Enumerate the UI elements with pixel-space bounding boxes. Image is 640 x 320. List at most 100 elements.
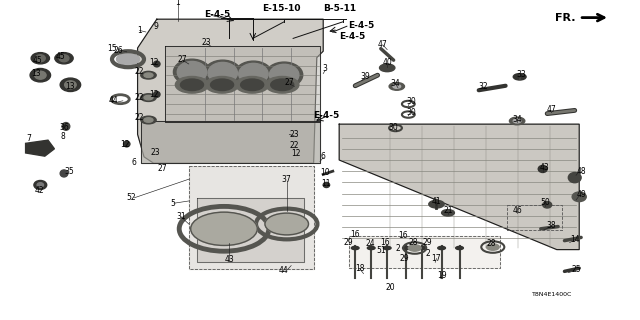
Text: 20: 20: [385, 284, 396, 292]
Circle shape: [442, 210, 454, 216]
Polygon shape: [339, 124, 579, 250]
Text: 38: 38: [547, 221, 557, 230]
Text: 3: 3: [323, 64, 328, 73]
Ellipse shape: [30, 68, 51, 82]
Text: 28: 28: [408, 238, 417, 247]
Text: 2: 2: [425, 249, 430, 258]
Text: 42: 42: [35, 186, 45, 195]
Circle shape: [429, 200, 444, 208]
Text: 43: 43: [539, 163, 549, 172]
Text: 51: 51: [376, 246, 386, 255]
Ellipse shape: [31, 52, 49, 64]
Text: 23: 23: [150, 148, 161, 157]
Circle shape: [211, 79, 234, 91]
Text: 30: 30: [406, 97, 416, 106]
Text: 49: 49: [576, 190, 586, 199]
Circle shape: [141, 116, 156, 124]
Text: 24: 24: [365, 239, 375, 248]
Circle shape: [141, 94, 156, 101]
Ellipse shape: [60, 78, 81, 92]
Text: 12: 12: [120, 140, 129, 148]
Polygon shape: [26, 140, 54, 156]
Text: 44: 44: [109, 96, 119, 105]
Ellipse shape: [538, 165, 547, 172]
Text: 11: 11: [322, 180, 331, 188]
Text: 12: 12: [149, 58, 158, 67]
Text: 10: 10: [320, 168, 330, 177]
Circle shape: [513, 119, 521, 123]
Text: 48: 48: [576, 167, 586, 176]
Text: 22: 22: [135, 113, 144, 122]
Circle shape: [389, 83, 404, 90]
Ellipse shape: [269, 64, 299, 85]
Text: 29: 29: [399, 254, 410, 263]
Circle shape: [144, 118, 153, 122]
Ellipse shape: [65, 81, 76, 89]
Text: 39: 39: [360, 72, 370, 81]
Text: 16: 16: [380, 238, 390, 247]
Ellipse shape: [568, 172, 581, 183]
Ellipse shape: [323, 182, 330, 188]
Polygon shape: [165, 46, 320, 122]
Ellipse shape: [266, 62, 303, 88]
Ellipse shape: [35, 71, 46, 79]
Text: 34: 34: [512, 115, 522, 124]
Text: 41: 41: [431, 197, 442, 206]
Text: 6: 6: [321, 152, 326, 161]
Ellipse shape: [456, 246, 463, 250]
Circle shape: [236, 76, 269, 93]
Text: 46: 46: [512, 206, 522, 215]
Text: 13: 13: [31, 69, 42, 78]
Text: 22: 22: [135, 67, 144, 76]
Ellipse shape: [367, 246, 375, 250]
Text: 12: 12: [292, 149, 301, 158]
Text: 16: 16: [350, 230, 360, 239]
Text: 32: 32: [478, 82, 488, 91]
Text: 22: 22: [135, 93, 144, 102]
Text: 35: 35: [64, 167, 74, 176]
Text: 14: 14: [570, 235, 580, 244]
Text: 25: 25: [571, 265, 581, 274]
Text: 17: 17: [431, 254, 442, 263]
Polygon shape: [349, 236, 500, 268]
Ellipse shape: [351, 246, 359, 250]
Text: 1: 1: [137, 26, 142, 35]
Text: 45: 45: [32, 56, 42, 65]
Text: 2: 2: [396, 244, 401, 252]
Text: 30: 30: [406, 108, 416, 117]
Circle shape: [393, 84, 401, 88]
Circle shape: [180, 79, 204, 91]
Text: 37: 37: [282, 175, 292, 184]
Ellipse shape: [419, 246, 426, 250]
Circle shape: [266, 76, 299, 93]
Ellipse shape: [154, 92, 160, 97]
Text: 5: 5: [170, 199, 175, 208]
Text: 12: 12: [149, 90, 158, 99]
Text: T8N4E1400C: T8N4E1400C: [531, 292, 572, 297]
Circle shape: [144, 95, 153, 100]
Text: 23: 23: [201, 38, 211, 47]
Circle shape: [141, 71, 156, 79]
Text: 15: 15: [107, 44, 117, 52]
Text: E-4-5: E-4-5: [204, 10, 231, 19]
Text: FR.: FR.: [556, 12, 576, 23]
Text: E-4-5: E-4-5: [348, 21, 375, 30]
Text: 16: 16: [398, 231, 408, 240]
Ellipse shape: [60, 170, 68, 177]
Text: 19: 19: [436, 271, 447, 280]
Ellipse shape: [403, 246, 410, 250]
Text: 8: 8: [60, 132, 65, 140]
Text: 21: 21: [444, 206, 452, 215]
Ellipse shape: [383, 246, 391, 250]
Text: 9: 9: [153, 22, 158, 31]
Ellipse shape: [62, 123, 70, 130]
Text: 26: 26: [113, 46, 124, 55]
Ellipse shape: [34, 180, 47, 189]
Ellipse shape: [239, 63, 268, 84]
Polygon shape: [197, 198, 304, 262]
Circle shape: [271, 79, 294, 91]
Ellipse shape: [204, 60, 241, 86]
Text: 47: 47: [547, 105, 557, 114]
Text: 47: 47: [378, 40, 388, 49]
Circle shape: [116, 53, 140, 65]
